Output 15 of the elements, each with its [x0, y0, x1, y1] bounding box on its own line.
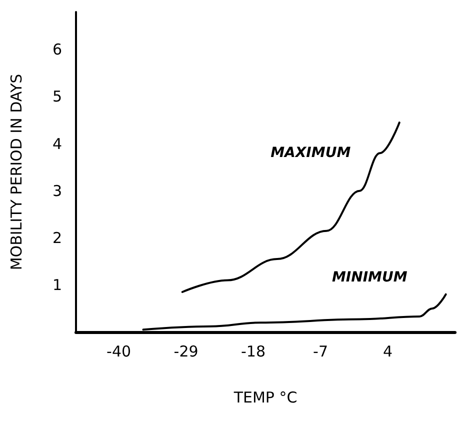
x-axis-title: TEMP °C: [232, 388, 298, 406]
y-tick-label: 6: [52, 40, 62, 59]
x-tick-label: -18: [241, 342, 266, 360]
y-axis-title: MOBILITY PERIOD IN DAYS: [8, 74, 26, 270]
text: MINIMUM: [332, 269, 408, 286]
y-tick-label: 2: [52, 228, 62, 247]
y-tick-label: 3: [52, 182, 62, 200]
x-tick-label: 4: [382, 342, 393, 360]
y-tick-label: 1: [52, 276, 62, 294]
series-label: MAXIMUM: [270, 144, 351, 161]
x-tick-label: -40: [106, 342, 132, 360]
y-tick-label: 5: [52, 88, 62, 106]
x-tick-label: -7: [313, 342, 328, 360]
x-tick-label: -29: [174, 342, 198, 360]
y-tick-label: 4: [52, 134, 62, 153]
